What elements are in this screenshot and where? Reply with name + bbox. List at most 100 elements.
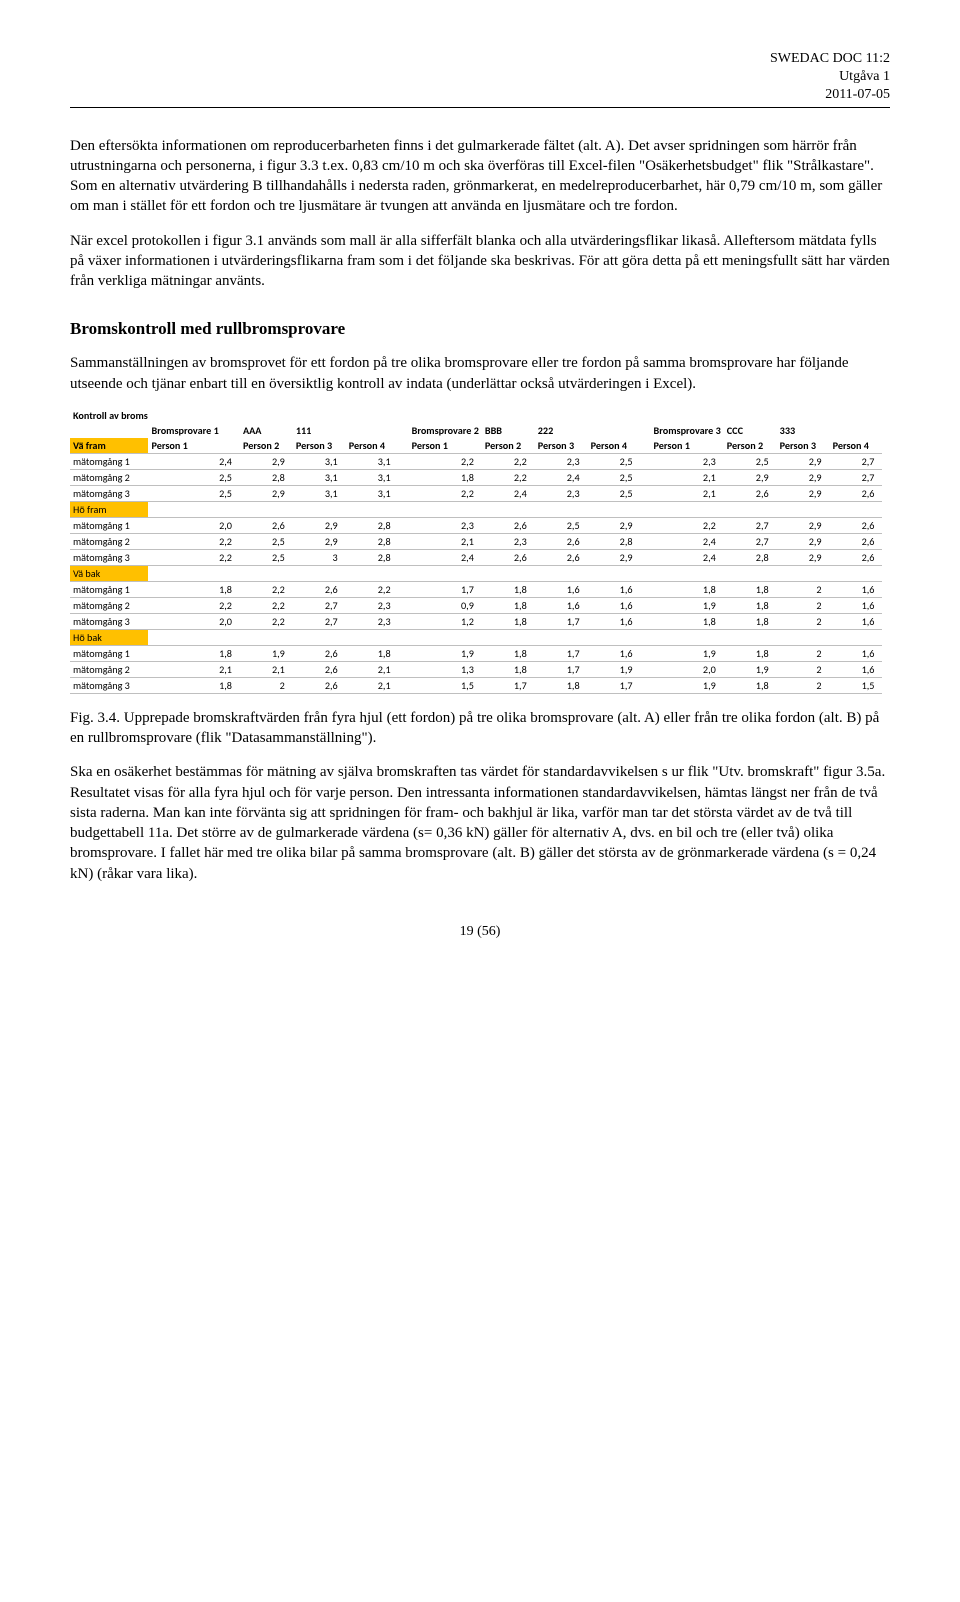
row-label: mätomgång 2 — [70, 661, 148, 677]
broms-table: Kontroll av bromsBromsprovare 1AAA111Bro… — [70, 408, 890, 694]
data-cell: 1,6 — [830, 661, 883, 677]
data-cell: 2,2 — [482, 469, 535, 485]
data-cell: 2,4 — [651, 549, 724, 565]
data-cell: 1,8 — [148, 645, 239, 661]
data-cell: 1,7 — [588, 677, 641, 693]
data-cell: 1,6 — [588, 597, 641, 613]
data-cell: 1,9 — [651, 597, 724, 613]
data-cell: 2,6 — [293, 677, 346, 693]
data-cell: 1,8 — [482, 613, 535, 629]
data-cell: 2,7 — [293, 613, 346, 629]
data-cell: 2,6 — [482, 517, 535, 533]
data-cell: 1,8 — [148, 677, 239, 693]
data-cell: 1,6 — [535, 581, 588, 597]
data-cell: 2,2 — [148, 597, 239, 613]
data-cell: 1,6 — [830, 581, 883, 597]
data-cell: 2,5 — [588, 469, 641, 485]
person-header: Person 4 — [830, 438, 883, 454]
data-cell: 2,0 — [148, 517, 239, 533]
data-cell: 2 — [777, 597, 830, 613]
person-header: Person 3 — [777, 438, 830, 454]
figure-caption: Fig. 3.4. Upprepade bromskraftvärden frå… — [70, 708, 890, 749]
data-cell: 2,9 — [588, 517, 641, 533]
data-cell: 2,9 — [240, 453, 293, 469]
person-header: Person 4 — [588, 438, 641, 454]
data-cell: 2,2 — [240, 597, 293, 613]
data-cell: 2,8 — [588, 533, 641, 549]
row-label: mätomgång 3 — [70, 613, 148, 629]
doc-header: SWEDAC DOC 11:2 Utgåva 1 2011-07-05 — [70, 50, 890, 105]
section-label: Vä bak — [70, 565, 148, 581]
row-label: mätomgång 3 — [70, 485, 148, 501]
data-cell: 3,1 — [346, 485, 399, 501]
data-cell: 1,9 — [651, 677, 724, 693]
data-cell: 1,8 — [724, 645, 777, 661]
row-label: mätomgång 1 — [70, 517, 148, 533]
data-cell: 2,6 — [293, 581, 346, 597]
person-header: Person 3 — [293, 438, 346, 454]
data-cell: 1,8 — [482, 581, 535, 597]
data-cell: 2,6 — [830, 533, 883, 549]
header-rule — [70, 107, 890, 108]
data-cell: 2,7 — [830, 469, 883, 485]
data-cell: 2,1 — [240, 661, 293, 677]
data-cell: 2,7 — [293, 597, 346, 613]
person-header: Person 2 — [482, 438, 535, 454]
group-model: 111 — [293, 423, 346, 438]
paragraph-4: Ska en osäkerhet bestämmas för mätning a… — [70, 762, 890, 884]
row-label: mätomgång 2 — [70, 597, 148, 613]
data-cell: 1,7 — [409, 581, 482, 597]
person-header: Person 2 — [240, 438, 293, 454]
data-cell: 1,8 — [409, 469, 482, 485]
doc-edition: Utgåva 1 — [70, 68, 890, 86]
row-label: mätomgång 1 — [70, 453, 148, 469]
data-cell: 2,1 — [346, 677, 399, 693]
data-cell: 2,9 — [293, 533, 346, 549]
data-cell: 1,5 — [409, 677, 482, 693]
data-cell: 2,9 — [588, 549, 641, 565]
data-cell: 1,8 — [724, 581, 777, 597]
data-cell: 1,6 — [535, 597, 588, 613]
data-cell: 2,1 — [346, 661, 399, 677]
data-cell: 3,1 — [293, 453, 346, 469]
data-cell: 3,1 — [346, 453, 399, 469]
data-cell: 2,3 — [409, 517, 482, 533]
data-cell: 2,8 — [346, 517, 399, 533]
data-cell: 2,2 — [409, 453, 482, 469]
data-cell: 1,7 — [535, 645, 588, 661]
data-cell: 2,9 — [724, 469, 777, 485]
data-cell: 2,9 — [240, 485, 293, 501]
data-cell: 2,2 — [346, 581, 399, 597]
data-cell: 1,8 — [724, 677, 777, 693]
data-cell: 2,1 — [651, 485, 724, 501]
data-cell: 1,6 — [830, 597, 883, 613]
data-cell: 2,5 — [724, 453, 777, 469]
data-cell: 3 — [293, 549, 346, 565]
data-cell: 2 — [777, 677, 830, 693]
data-cell: 1,6 — [588, 613, 641, 629]
data-cell: 2,5 — [535, 517, 588, 533]
data-cell: 2,9 — [293, 517, 346, 533]
data-cell: 2,6 — [830, 549, 883, 565]
data-cell: 1,6 — [588, 645, 641, 661]
data-cell: 2,6 — [293, 645, 346, 661]
paragraph-1: Den eftersökta informationen om reproduc… — [70, 136, 890, 217]
person-header: Person 1 — [409, 438, 482, 454]
data-cell: 2,4 — [482, 485, 535, 501]
data-cell: 2,5 — [240, 549, 293, 565]
paragraph-3: Sammanställningen av bromsprovet för ett… — [70, 353, 890, 394]
group-brand: BBB — [482, 423, 535, 438]
row-label: mätomgång 2 — [70, 469, 148, 485]
data-cell: 1,7 — [535, 613, 588, 629]
data-cell: 1,8 — [651, 581, 724, 597]
data-cell: 2 — [240, 677, 293, 693]
data-cell: 2,5 — [588, 453, 641, 469]
data-cell: 2,3 — [651, 453, 724, 469]
group-brand: CCC — [724, 423, 777, 438]
data-cell: 2,6 — [293, 661, 346, 677]
data-cell: 1,8 — [535, 677, 588, 693]
data-cell: 1,7 — [535, 661, 588, 677]
data-cell: 1,9 — [409, 645, 482, 661]
data-cell: 2,6 — [240, 517, 293, 533]
data-cell: 1,8 — [346, 645, 399, 661]
